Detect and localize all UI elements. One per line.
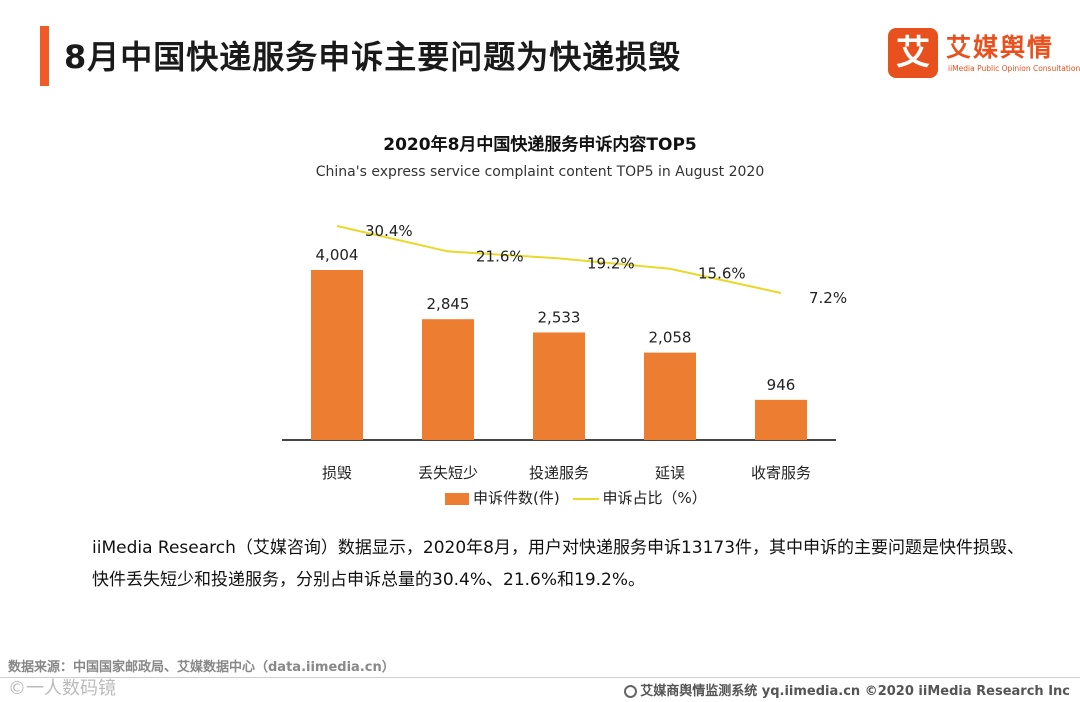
legend-bar-label: 申诉件数(件)	[473, 489, 560, 507]
title-accent-bar	[40, 26, 49, 86]
percent-line	[336, 225, 782, 294]
bar-3	[533, 332, 585, 440]
category-label-2: 丢失短少	[418, 464, 478, 482]
legend-line-label: 申诉占比（%）	[602, 489, 707, 507]
legend-line-swatch	[572, 497, 599, 500]
category-label-3: 投递服务	[529, 464, 589, 482]
category-label-5: 收寄服务	[751, 464, 811, 482]
bar-value-label-1: 4,004	[316, 246, 359, 264]
legend-item-line: 申诉占比（%）	[572, 487, 707, 508]
logo-name-cn: 艾媒舆情	[946, 33, 1055, 62]
bar-value-label-4: 2,058	[649, 329, 692, 347]
percent-label-2: 21.6%	[476, 247, 524, 265]
description-text: iiMedia Research（艾媒咨询）数据显示，2020年8月，用户对快递…	[92, 538, 1025, 590]
bar-1	[311, 270, 363, 440]
monitor-globe-icon	[624, 685, 638, 698]
data-source: 数据来源：中国国家邮政局、艾媒数据中心（data.iimedia.cn）	[8, 660, 395, 675]
footer-text: 艾媒商舆情监测系统 yq.iimedia.cn ©2020 iiMedia Re…	[640, 684, 1070, 699]
footer-divider	[0, 677, 1080, 678]
page-title: 8月中国快递服务申诉主要问题为快递损毁	[64, 38, 682, 76]
footer: 艾媒商舆情监测系统 yq.iimedia.cn ©2020 iiMedia Re…	[624, 680, 1070, 699]
brand-logo: 艾 艾媒舆情 iiMedia Public Opinion Consultati…	[888, 28, 1080, 80]
percent-label-1: 30.4%	[365, 222, 413, 240]
percent-label-4: 15.6%	[698, 265, 746, 283]
bar-value-label-5: 946	[767, 376, 796, 394]
bar-4	[644, 352, 696, 440]
logo-mark-icon: 艾	[888, 28, 938, 78]
category-label-4: 延误	[655, 464, 685, 482]
percent-label-3: 19.2%	[587, 254, 635, 272]
bar-5	[755, 399, 807, 440]
bar-value-label-2: 2,845	[427, 295, 470, 313]
chart-legend: 申诉件数(件) 申诉占比（%）	[445, 487, 715, 508]
logo-name-en: iiMedia Public Opinion Consultation	[948, 64, 1080, 73]
legend-item-bar: 申诉件数(件)	[445, 487, 560, 508]
bar-2	[422, 319, 474, 440]
category-label-1: 损毁	[322, 464, 352, 482]
percent-label-5: 7.2%	[809, 289, 847, 307]
chart-subtitle: China's express service complaint conten…	[315, 164, 765, 180]
watermark: ©一人数码镜	[8, 678, 116, 699]
chart-title: 2020年8月中国快递服务申诉内容TOP5	[383, 135, 697, 155]
legend-bar-swatch	[445, 492, 469, 505]
bar-value-label-3: 2,533	[538, 308, 581, 326]
